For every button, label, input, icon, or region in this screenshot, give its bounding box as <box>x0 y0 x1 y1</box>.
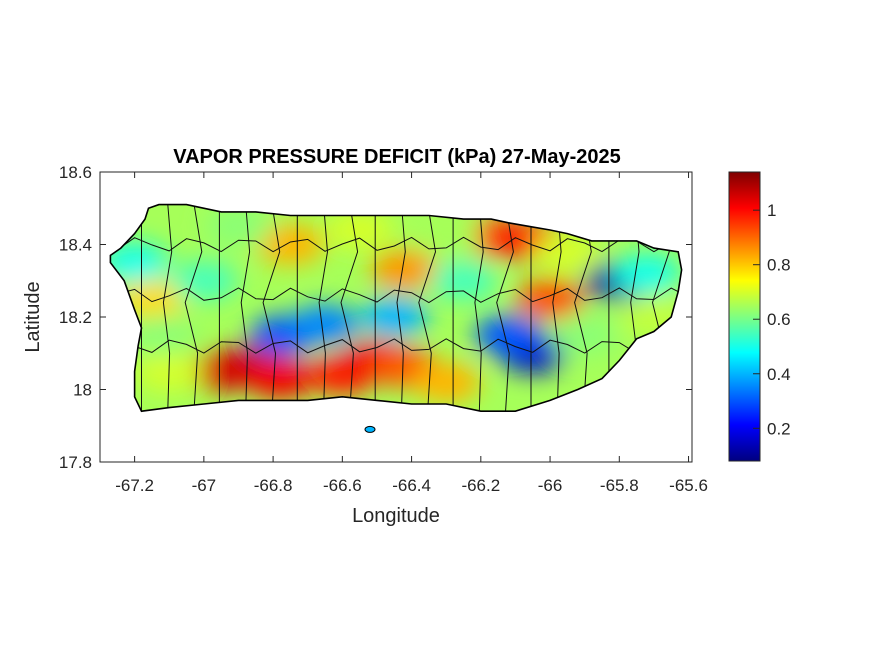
vpd-region <box>246 358 314 399</box>
municipality-boundary <box>110 338 682 354</box>
vpd-region <box>128 315 197 356</box>
x-tick-label: -65.6 <box>669 476 708 495</box>
municipality-boundary <box>340 204 359 412</box>
y-tick-label: 18 <box>73 381 92 400</box>
municipality-boundary <box>262 204 281 412</box>
municipality-boundary <box>184 204 203 412</box>
vpd-region <box>429 260 498 301</box>
vpd-region <box>474 315 543 356</box>
colorbar-ticks: 0.2 0.4 0.6 0.8 1 <box>753 201 791 438</box>
y-axis-label: Latitude <box>22 281 44 352</box>
municipality-boundary <box>552 204 562 412</box>
x-tick-label: -67 <box>192 476 217 495</box>
colorbar: 0.2 0.4 0.6 0.8 1 <box>728 171 791 462</box>
vpd-region <box>412 217 481 258</box>
municipality-boundary <box>418 204 437 412</box>
vpd-heat-field <box>110 204 682 412</box>
small-island <box>364 425 376 433</box>
vpd-region <box>360 297 429 337</box>
x-tick-label: -66 <box>538 476 563 495</box>
municipality-boundary <box>396 204 406 412</box>
municipality-boundary <box>110 236 682 253</box>
x-tick-label: -66.6 <box>323 476 362 495</box>
y-tick-label: 18.2 <box>59 308 92 327</box>
x-tick-label: -66.4 <box>392 476 431 495</box>
vpd-region <box>256 224 325 265</box>
y-tick-label: 18.6 <box>59 163 92 182</box>
colorbar-tick-label: 0.6 <box>767 310 791 329</box>
x-tick-label: -67.2 <box>115 476 154 495</box>
small-islands <box>364 425 376 433</box>
vpd-region <box>187 351 256 392</box>
vpd-region <box>325 210 394 250</box>
vpd-region <box>370 249 439 290</box>
colorbar-tick-label: 0.8 <box>767 256 791 275</box>
y-tick-label: 18.4 <box>59 236 92 255</box>
vpd-region <box>204 206 273 247</box>
municipality-boundary <box>110 287 682 304</box>
municipality-boundary <box>474 204 484 412</box>
vpd-region <box>613 253 681 294</box>
municipality-boundary <box>162 204 173 412</box>
colorbar-gradient <box>728 171 761 462</box>
x-tick-label: -66.8 <box>254 476 293 495</box>
vpd-region <box>533 231 602 272</box>
y-axis-ticks: 17.8 18 18.2 18.4 18.6 <box>59 163 692 472</box>
x-axis-ticks: -67.2 -67 -66.8 -66.6 -66.4 -66.2 -66 -65.8 -65.… <box>115 172 708 495</box>
colorbar-tick-label: 1 <box>767 201 776 220</box>
colorbar-tick-label: 0.4 <box>767 365 791 384</box>
vpd-region <box>169 260 238 301</box>
x-tick-label: -66.2 <box>461 476 500 495</box>
municipality-boundary <box>318 204 329 412</box>
island-outline <box>109 203 683 413</box>
vpd-region <box>412 362 481 403</box>
municipality-boundary <box>496 204 514 412</box>
colorbar-tick-label: 0.2 <box>767 419 791 438</box>
vpd-region <box>291 304 359 345</box>
vpd-region <box>516 278 585 319</box>
x-axis-label: Longitude <box>352 505 440 527</box>
plot-area: -67.2 -67 -66.8 -66.6 -66.4 -66.2 -66 -65.8 -65.… <box>59 163 708 495</box>
municipality-boundary <box>240 204 251 412</box>
chart-title: VAPOR PRESSURE DEFICIT (kPa) 27-May-2025 <box>173 146 621 168</box>
municipality-boundaries <box>110 204 682 412</box>
y-tick-label: 17.8 <box>59 453 92 472</box>
x-tick-label: -65.8 <box>600 476 639 495</box>
